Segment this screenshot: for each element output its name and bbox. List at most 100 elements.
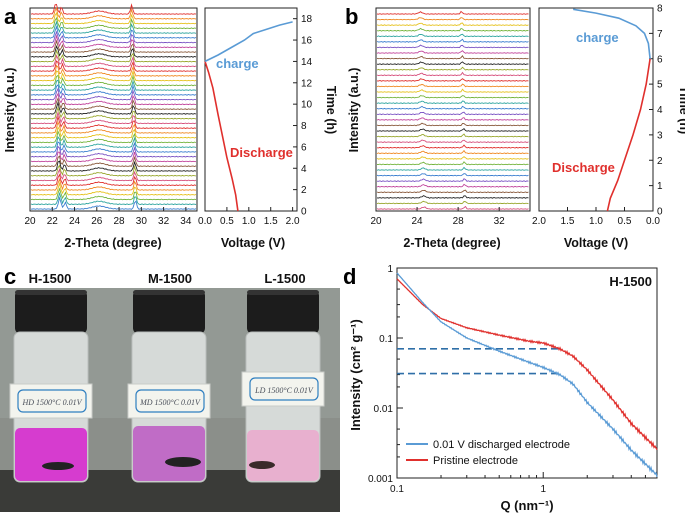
vial-h1500-cap: [15, 290, 87, 334]
xrd-trace: [30, 20, 197, 34]
xrd-trace: [30, 164, 197, 177]
y-tick-label: 4: [657, 105, 663, 116]
xrd-trace: [376, 133, 529, 138]
xrd-trace: [30, 155, 197, 168]
b-discharge-label: Discharge: [552, 160, 615, 175]
x-tick-label: 0.0: [198, 216, 212, 227]
b-volt-xlabel: Voltage (V): [564, 236, 628, 250]
xrd-trace: [376, 200, 529, 205]
xrd-trace: [30, 130, 197, 144]
xrd-trace: [30, 7, 197, 20]
x-tick-label: 20: [24, 216, 36, 227]
xrd-trace: [376, 10, 529, 15]
x-tick-label: 0.0: [646, 216, 660, 227]
xrd-trace: [30, 173, 197, 187]
x-tick-label: 2.0: [532, 216, 546, 227]
xrd-trace: [376, 66, 529, 71]
x-tick-label: 32: [158, 216, 170, 227]
x-tick-label: 30: [136, 216, 148, 227]
y-tick-label: 18: [301, 14, 313, 25]
xrd-trace: [30, 70, 197, 82]
vial-m1500-name: M-1500: [148, 271, 192, 286]
xrd-trace: [376, 122, 529, 127]
xrd-trace: [30, 125, 197, 139]
xrd-trace: [30, 34, 197, 49]
vial-l1500-name: L-1500: [264, 271, 305, 286]
y-tick-label: 1: [657, 181, 663, 192]
xrd-trace: [30, 187, 197, 201]
y-tick-label: 0: [657, 207, 663, 218]
panel-label-b: b: [345, 4, 358, 29]
xrd-trace: [30, 181, 197, 196]
panel-d-saxs: 0.1 1 0.001 0.01 0.1 1 H-1500 0.01 V discharg…: [348, 264, 658, 513]
a-xrd-xlabel: 2-Theta (degree): [64, 236, 161, 250]
panel-a-xrd: 20 22 24 26 28 30 32 34 2-Theta (degree) Intens…: [3, 3, 198, 250]
panel-label-a: a: [4, 4, 17, 29]
vial-h1500-name: H-1500: [29, 271, 72, 286]
xrd-trace: [376, 173, 529, 177]
xrd-trace: [30, 83, 197, 96]
x-tick-label: 1.5: [264, 216, 278, 227]
xrd-trace: [30, 49, 197, 63]
xrd-trace: [30, 64, 197, 77]
d-legend-pristine: Pristine electrode: [433, 455, 518, 467]
xrd-trace: [30, 79, 197, 91]
y-tick-label: 4: [301, 164, 307, 175]
y-tick-label: 10: [301, 100, 313, 111]
xrd-trace: [376, 205, 529, 210]
panel-c-photo: H-1500 HD 1500°C 0.01V M-1500 MD 1500°C …: [0, 271, 340, 512]
d-discharged-curve: [396, 272, 658, 478]
xrd-trace: [31, 25, 197, 39]
xrd-trace: [376, 161, 529, 166]
b-charge-label: charge: [576, 30, 619, 45]
vial-l1500-tag-text: LD 1500°C 0.01V: [254, 386, 314, 395]
xrd-trace: [30, 145, 197, 158]
x-tick-label: 0.1: [390, 484, 404, 495]
xrd-trace: [30, 120, 197, 134]
xrd-trace: [30, 115, 197, 130]
xrd-trace: [30, 100, 197, 115]
x-tick-label: 1: [540, 484, 546, 495]
y-tick-label: 6: [301, 142, 307, 153]
a-charge-label: charge: [216, 56, 259, 71]
xrd-trace: [30, 30, 197, 44]
xrd-trace: [376, 22, 529, 26]
vial-m1500-tag-text: MD 1500°C 0.01V: [139, 398, 201, 407]
b-xrd-xlabel: 2-Theta (degree): [403, 236, 500, 250]
a-xrd-curves: [30, 3, 197, 210]
vial-l1500: L-1500 LD 1500°C 0.01V: [241, 271, 325, 483]
xrd-trace: [30, 151, 197, 163]
xrd-trace: [376, 183, 529, 188]
x-tick-label: 2.0: [286, 216, 300, 227]
xrd-trace: [30, 160, 197, 172]
xrd-trace: [376, 156, 529, 160]
vial-m1500-liquid: [133, 426, 205, 481]
xrd-trace: [30, 87, 197, 101]
a-discharge-curve: [204, 61, 239, 212]
xrd-trace: [376, 33, 529, 38]
x-tick-label: 28: [114, 216, 126, 227]
d-xlabel: Q (nm⁻¹): [500, 498, 553, 513]
xrd-trace: [376, 139, 529, 143]
a-xrd-xticks: 20 22 24 26 28 30 32 34: [24, 207, 192, 227]
xrd-trace: [376, 105, 529, 110]
x-tick-label: 34: [180, 216, 192, 227]
xrd-trace: [31, 11, 197, 25]
y-tick-label: 8: [301, 121, 307, 132]
y-tick-label: 1: [387, 264, 393, 275]
b-volt-ylabel: Time (h): [677, 86, 685, 134]
xrd-trace: [30, 45, 197, 58]
xrd-trace: [30, 141, 197, 153]
vial-l1500-cap: [247, 290, 319, 334]
xrd-trace: [30, 168, 197, 182]
y-tick-label: 0.01: [374, 404, 394, 415]
xrd-trace: [30, 92, 197, 106]
a-discharge-label: Discharge: [230, 145, 293, 160]
a-xrd-ylabel: Intensity (a.u.): [3, 68, 17, 153]
vial-m1500-cap: [133, 290, 205, 334]
xrd-trace: [376, 71, 529, 77]
x-tick-label: 24: [412, 216, 424, 227]
xrd-trace: [30, 16, 197, 30]
xrd-trace: [30, 177, 197, 191]
